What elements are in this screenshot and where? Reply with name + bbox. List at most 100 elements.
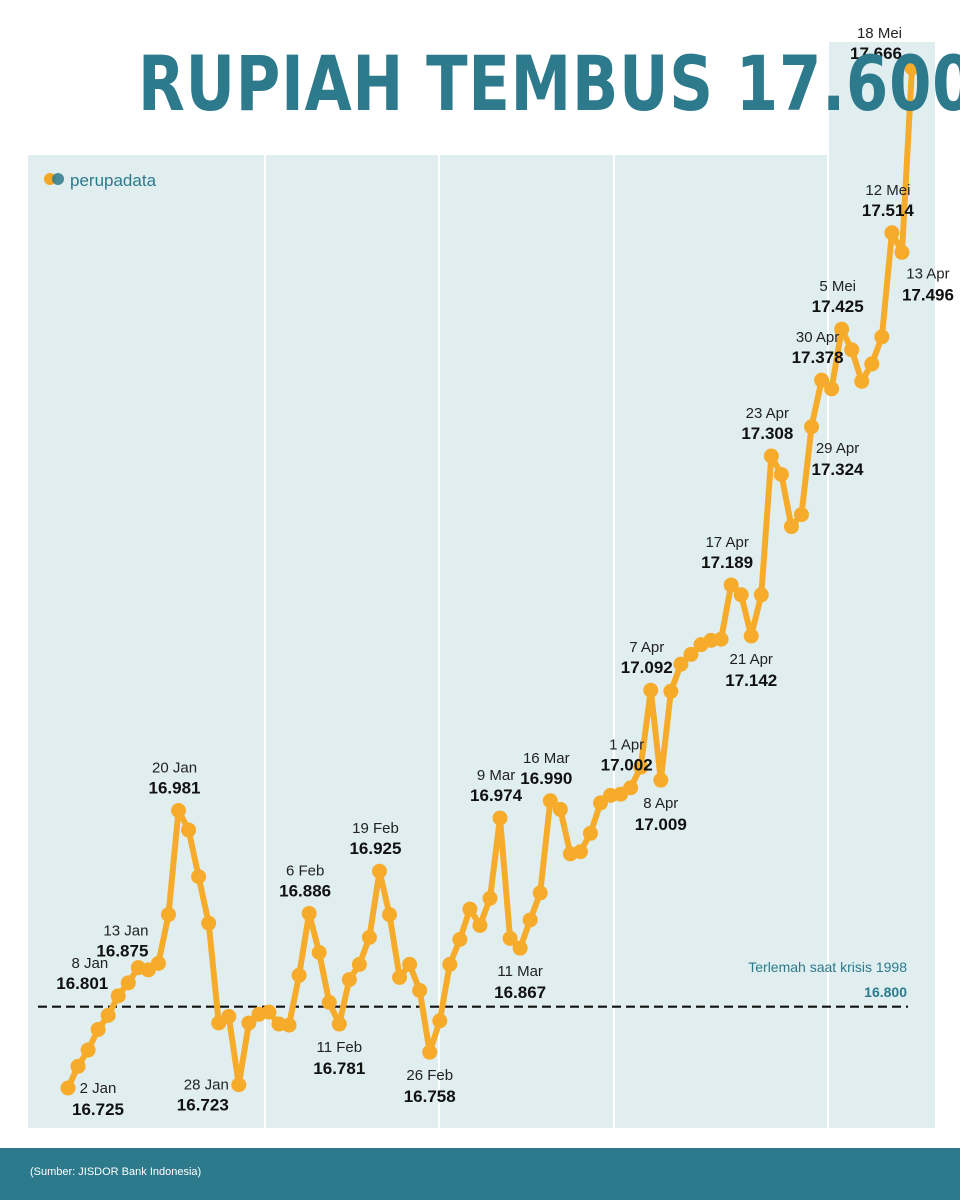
annotation-value: 17.425 [812,297,864,316]
annotation-date: 1 Apr [609,737,644,754]
data-point [241,1015,257,1031]
data-point [341,972,357,988]
data-point [864,356,880,372]
annotation-date: 21 Apr [730,651,773,668]
data-point [181,822,197,838]
data-point [532,885,548,901]
data-point [402,956,418,972]
annotation-date: 30 Apr [796,329,839,346]
data-point [361,929,377,945]
data-point [673,656,689,672]
data-point [331,1016,347,1032]
annotation-date: 23 Apr [746,405,789,422]
data-point [753,587,769,603]
annotation-date: 2 Jan [80,1080,117,1097]
annotation-value: 17.308 [741,424,793,443]
annotation-value: 16.886 [279,881,331,900]
data-point [221,1008,237,1024]
data-point [171,803,187,819]
annotation-value: 16.781 [313,1059,365,1078]
data-point [120,975,136,991]
data-point [743,628,759,644]
panel-march [440,155,613,1128]
month-panels [28,42,935,1128]
annotation-date: 29 Apr [816,440,859,457]
data-point [482,890,498,906]
annotation-value: 17.378 [792,348,844,367]
annotation-value: 16.801 [56,974,108,993]
annotations: 2 Jan 16.725 8 Jan 16.801 13 Jan 16.875 20 Jan… [56,25,954,1119]
data-point [351,956,367,972]
data-point [201,915,217,931]
page-title: RUPIAH TEMBUS 17.600 [138,39,960,128]
logo-text: perupadata [70,171,157,190]
annotation-value: 16.925 [349,839,401,858]
data-point [663,683,679,699]
annotation-value: 17.324 [812,460,865,479]
annotation-date: 11 Mar [497,963,543,980]
annotation-value: 17.189 [701,553,753,572]
data-point [623,780,639,796]
annotation-value: 16.725 [72,1100,124,1119]
data-point [824,381,840,397]
data-point [683,646,699,662]
data-point [150,955,166,971]
data-point [572,844,588,860]
data-point [834,321,850,337]
annotation-date: 5 Mei [819,278,856,295]
data-point [160,907,176,923]
annotation-value: 16.758 [404,1087,456,1106]
annotation-date: 28 Jan [184,1077,229,1094]
data-point [371,863,387,879]
data-point [713,631,729,647]
annotation-date: 8 Jan [72,955,109,972]
data-point [793,507,809,523]
data-point [231,1077,247,1093]
data-point [894,244,910,260]
data-point [442,956,458,972]
data-point [733,587,749,603]
data-point [653,772,669,788]
data-point [382,907,398,923]
annotation-date: 19 Feb [352,820,399,837]
data-point [60,1080,76,1096]
data-point [492,810,508,826]
data-point [783,519,799,535]
data-point [80,1042,96,1058]
annotation-date: 11 Feb [316,1039,362,1056]
data-point [773,466,789,482]
reference-value: 16.800 [864,984,907,1000]
data-point [90,1021,106,1037]
footer-bar: (Sumber: JISDOR Bank Indonesia) [0,1148,960,1200]
data-point [110,988,126,1004]
data-point [502,930,518,946]
data-point [462,901,478,917]
logo: perupadata [44,171,156,191]
annotation-value: 17.092 [621,658,673,677]
data-point [522,912,538,928]
data-point [291,967,307,983]
data-point [904,60,920,76]
annotation-value: 16.867 [494,983,546,1002]
data-point [633,759,649,775]
annotation-value: 16.875 [96,941,148,960]
data-point [321,994,337,1010]
data-point [412,982,428,998]
annotation-value: 16.981 [149,779,201,798]
annotation-value: 16.990 [520,769,572,788]
data-point [311,945,327,961]
data-point [542,793,558,809]
annotation-date: 26 Feb [406,1067,453,1084]
data-point [582,825,598,841]
annotation-date: 18 Mei [857,25,902,42]
data-point [763,448,779,464]
annotation-date: 7 Apr [629,639,664,656]
data-point [512,940,528,956]
reference-label: Terlemah saat krisis 1998 [748,959,907,975]
data-point [472,917,488,933]
data-point [261,1004,277,1020]
data-point [70,1058,86,1074]
source-note: (Sumber: JISDOR Bank Indonesia) [30,1166,202,1178]
data-point [452,931,468,947]
data-point [844,342,860,358]
